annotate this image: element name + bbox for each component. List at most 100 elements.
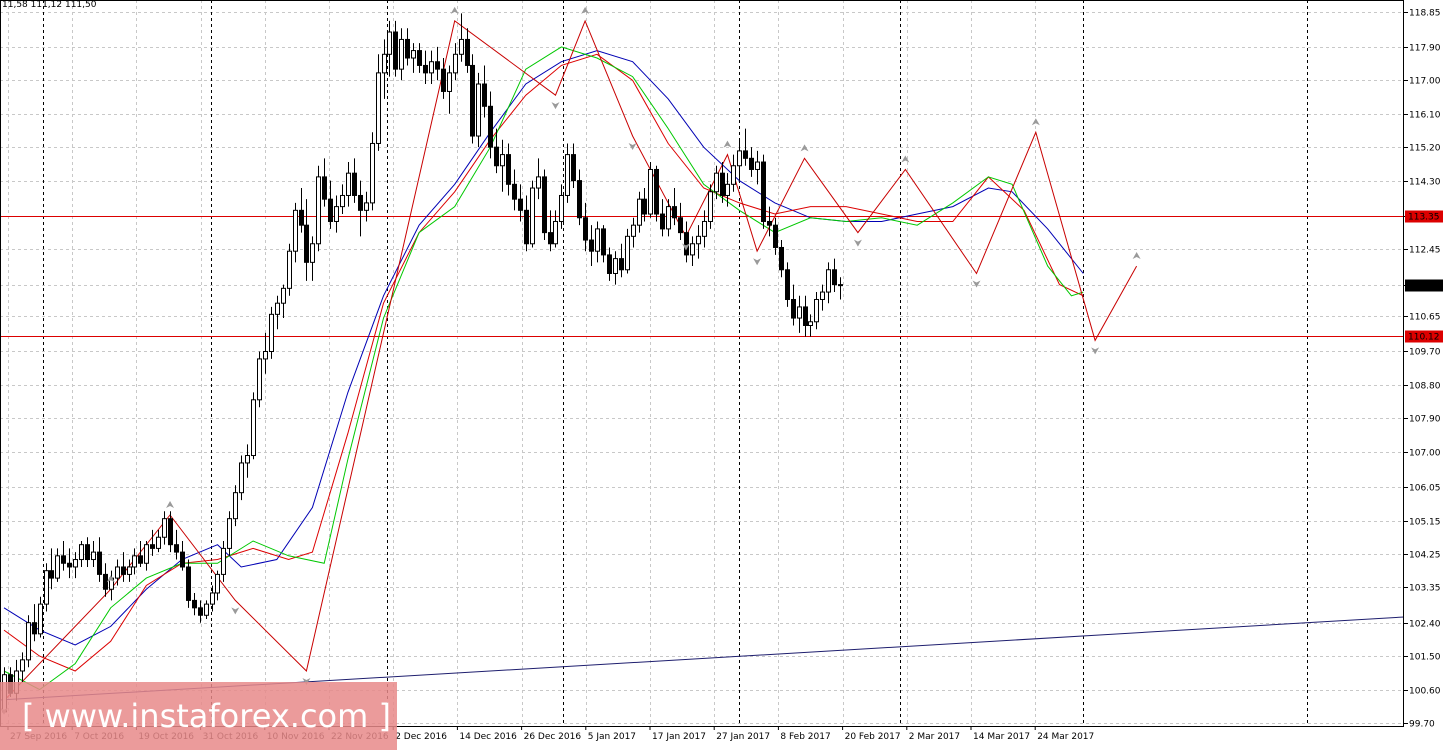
x-tick-label: 14 Dec 2016 — [459, 732, 517, 742]
candle-body — [246, 456, 250, 463]
candle-body — [252, 400, 256, 456]
candle-body — [632, 225, 636, 236]
level-price-label: 113.35 — [1408, 213, 1440, 223]
candle-body — [335, 207, 339, 222]
candle-body — [673, 207, 677, 218]
y-tick-label: 105.15 — [1409, 518, 1441, 528]
candle-body — [703, 221, 707, 236]
y-tick-label: 107.90 — [1409, 415, 1441, 425]
candle-body — [448, 73, 452, 92]
candle-body — [756, 162, 760, 169]
candle-body — [80, 545, 84, 560]
candle-body — [27, 623, 31, 660]
candle-body — [33, 623, 37, 634]
candle-body — [365, 203, 369, 210]
candle-body — [270, 314, 274, 351]
candle-body — [128, 567, 132, 574]
candle-body — [175, 545, 179, 552]
candle-body — [199, 608, 203, 615]
x-tick-label: 2 Mar 2017 — [909, 732, 960, 742]
candle-body — [839, 285, 843, 286]
candle-body — [460, 39, 464, 54]
candle-body — [211, 593, 215, 604]
x-tick-label: 14 Mar 2017 — [973, 732, 1030, 742]
candle-body — [507, 155, 511, 185]
candle-body — [222, 548, 226, 574]
candle-body — [661, 214, 665, 229]
candle-body — [359, 195, 363, 210]
y-tick-label: 106.05 — [1409, 484, 1441, 494]
candle-body — [608, 255, 612, 274]
watermark: [ www.instaforex.com ] — [0, 682, 397, 750]
candle-body — [685, 233, 689, 255]
candle-body — [537, 177, 541, 188]
y-tick-label: 115.20 — [1409, 144, 1441, 154]
candle-body — [329, 199, 333, 221]
candle-body — [798, 307, 802, 318]
candle-body — [513, 184, 517, 199]
y-tick-label: 101.50 — [1409, 653, 1441, 663]
candle-body — [258, 359, 262, 400]
y-tick-label: 108.80 — [1409, 382, 1441, 392]
candle-body — [750, 158, 754, 169]
candle-body — [489, 106, 493, 147]
candle-body — [804, 307, 808, 326]
candle-body — [116, 567, 120, 578]
candle-body — [519, 199, 523, 210]
y-tick-label: 117.90 — [1409, 44, 1441, 54]
candle-body — [762, 162, 766, 221]
candle-body — [418, 51, 422, 66]
candle-body — [483, 84, 487, 106]
candle-body — [792, 299, 796, 318]
candle-body — [560, 195, 564, 221]
candle-body — [45, 571, 49, 604]
candle-body — [477, 84, 481, 136]
candle-body — [620, 259, 624, 270]
candle-body — [566, 155, 570, 196]
candle-body — [543, 177, 547, 233]
y-tick-label: 110.65 — [1409, 313, 1441, 323]
candle-body — [104, 574, 108, 589]
candle-body — [50, 571, 54, 578]
candle-body — [554, 221, 558, 243]
candle-body — [145, 545, 149, 564]
candle-body — [833, 270, 837, 285]
candle-body — [531, 188, 535, 244]
candle-body — [442, 69, 446, 91]
candle-body — [181, 552, 185, 567]
candle-body — [721, 173, 725, 195]
candle-body — [471, 65, 475, 136]
candle-body — [317, 177, 321, 244]
candle-body — [56, 556, 60, 578]
y-tick-label: 112.45 — [1409, 246, 1441, 256]
candle-body — [74, 560, 78, 567]
candle-body — [424, 65, 428, 72]
candle-body — [98, 552, 102, 574]
candle-body — [667, 207, 671, 229]
candle-body — [768, 221, 772, 225]
candle-body — [377, 73, 381, 144]
candle-body — [347, 173, 351, 195]
y-tick-label: 100.60 — [1409, 687, 1441, 697]
candle-body — [394, 32, 398, 69]
candle-body — [383, 54, 387, 73]
candle-body — [436, 62, 440, 69]
candle-body — [311, 244, 315, 263]
candle-body — [282, 288, 286, 303]
y-tick-label: 103.35 — [1409, 584, 1441, 594]
candle-body — [264, 351, 268, 358]
candle-body — [193, 600, 197, 607]
candle-body — [294, 210, 298, 251]
candle-body — [205, 604, 209, 615]
x-tick-label: 17 Jan 2017 — [652, 732, 706, 742]
candle-body — [169, 519, 173, 545]
y-tick-label: 104.25 — [1409, 551, 1441, 561]
candle-body — [572, 155, 576, 181]
ohlc-readout: 11,58 111,12 111,50 — [2, 0, 97, 10]
candle-body — [39, 604, 43, 634]
y-tick-label: 117.00 — [1409, 77, 1441, 87]
candle-body — [495, 147, 499, 166]
y-tick-label: 109.70 — [1409, 348, 1441, 358]
